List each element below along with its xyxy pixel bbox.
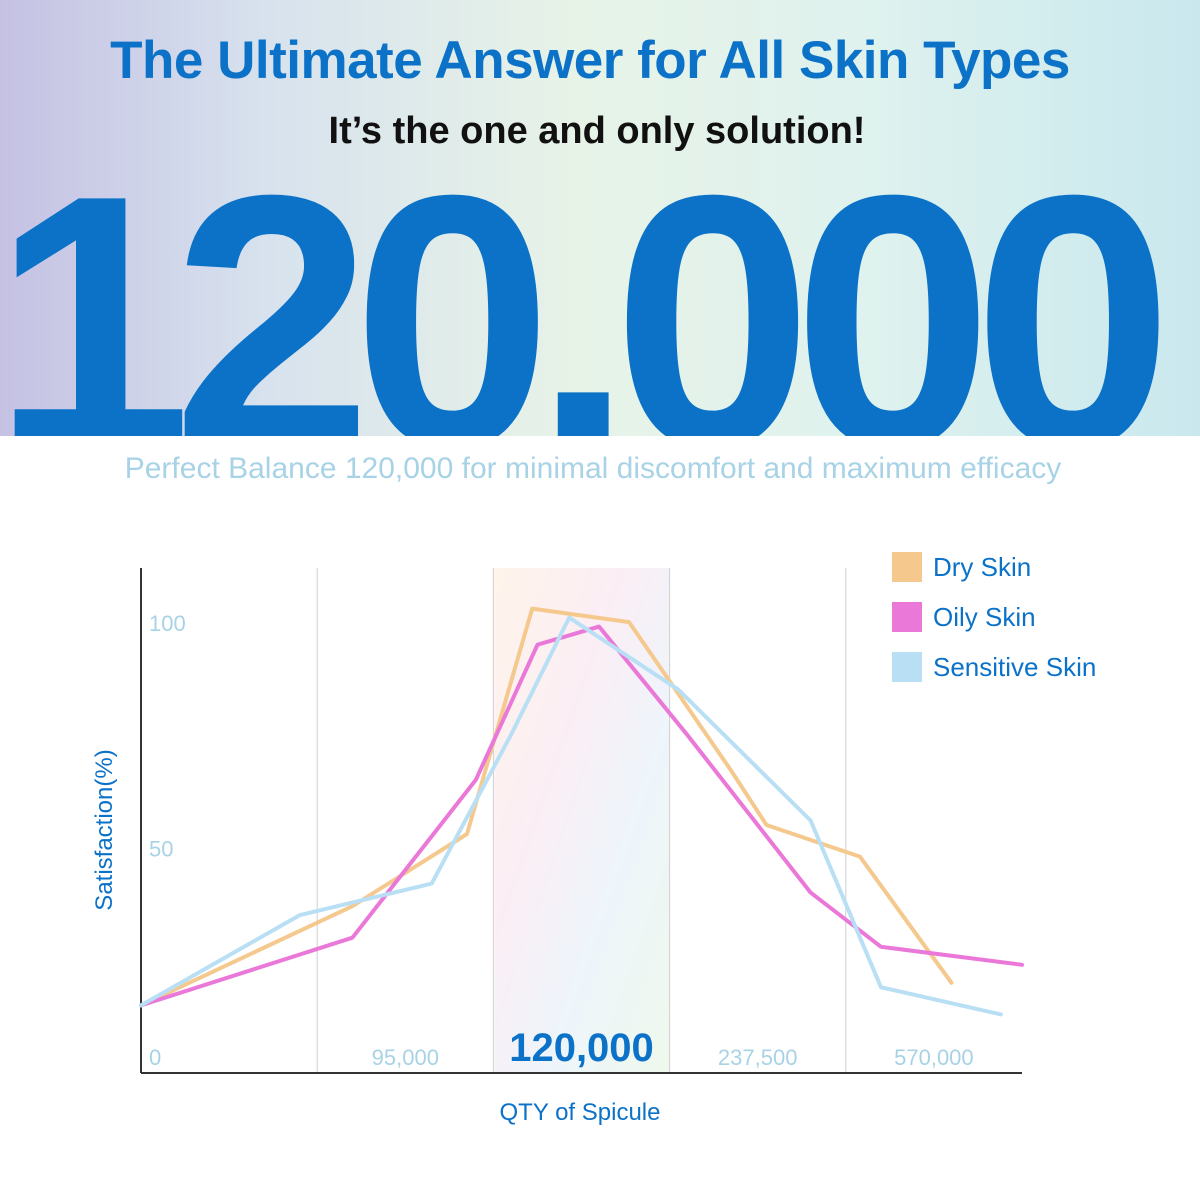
satisfaction-line-chart: 100 50 0 95,000 120,000 237,500 570,000 Dry Sk… bbox=[91, 552, 1096, 1126]
legend-label: Dry Skin bbox=[933, 552, 1031, 582]
legend-label: Sensitive Skin bbox=[933, 652, 1096, 682]
x-tick-label: 0 bbox=[149, 1045, 161, 1070]
hero-banner: The Ultimate Answer for All Skin Types I… bbox=[0, 0, 1200, 436]
page-title: The Ultimate Answer for All Skin Types bbox=[110, 31, 1070, 90]
tagline: Perfect Balance 120,000 for minimal disc… bbox=[124, 452, 1062, 485]
x-tick-label-highlighted: 120,000 bbox=[509, 1026, 654, 1070]
y-tick-label: 50 bbox=[149, 837, 173, 862]
hero-big-number: 120,000 bbox=[0, 121, 1173, 436]
chart-axes bbox=[140, 568, 1022, 1074]
page-subtitle: It’s the one and only solution! bbox=[328, 110, 866, 152]
legend-swatch bbox=[892, 602, 922, 632]
x-tick-label: 95,000 bbox=[372, 1045, 439, 1070]
chart-tick-labels: 100 50 0 95,000 120,000 237,500 570,000 bbox=[149, 611, 974, 1070]
y-tick-label: 100 bbox=[149, 611, 186, 636]
chart-grid bbox=[316, 568, 847, 1073]
chart-background bbox=[494, 568, 670, 1073]
legend-swatch bbox=[892, 652, 922, 682]
y-axis-label: Satisfaction(%) bbox=[91, 749, 118, 910]
legend-swatch bbox=[892, 552, 922, 582]
x-axis-label: QTY of Spicule bbox=[500, 1099, 661, 1126]
series-line-dry-skin bbox=[139, 606, 954, 1008]
x-tick-label: 237,500 bbox=[718, 1045, 798, 1070]
series-line-sensitive-skin bbox=[139, 615, 1003, 1017]
chart-legend: Dry Skin Oily Skin Sensitive Skin bbox=[892, 552, 1096, 682]
x-tick-label: 570,000 bbox=[894, 1045, 974, 1070]
chart-series bbox=[139, 606, 1024, 1017]
highlight-column bbox=[494, 568, 670, 1073]
legend-label: Oily Skin bbox=[933, 602, 1036, 632]
